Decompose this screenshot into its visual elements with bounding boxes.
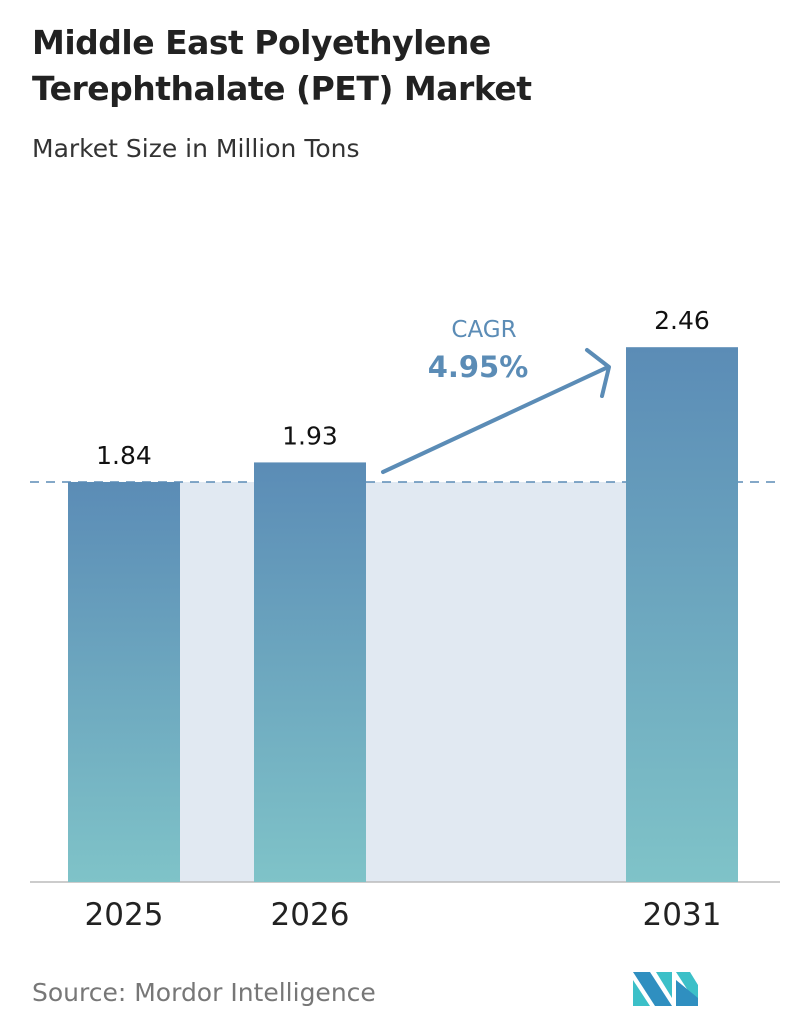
bar-2031 [626,347,738,882]
baseline-shade [180,481,626,882]
x-tick-label-2031: 2031 [643,897,722,933]
data-label-2025: 1.84 [96,441,152,470]
source-label: Source: Mordor Intelligence [32,978,376,1007]
bar-2026 [254,462,366,882]
data-label-2026: 1.93 [282,421,338,450]
bar-2025 [68,481,180,882]
chart-subtitle: Market Size in Million Tons [32,134,360,163]
x-tick-label-2025: 2025 [85,897,164,933]
data-label-2031: 2.46 [654,306,710,335]
cagr-arrow-icon [381,348,611,474]
logo-icon [633,972,698,1006]
cagr-value: 4.95% [428,350,529,384]
x-tick-label-2026: 2026 [271,897,350,933]
cagr-label: CAGR [451,317,516,343]
chart-title: Middle East Polyethylene Terephthalate (… [32,23,532,108]
